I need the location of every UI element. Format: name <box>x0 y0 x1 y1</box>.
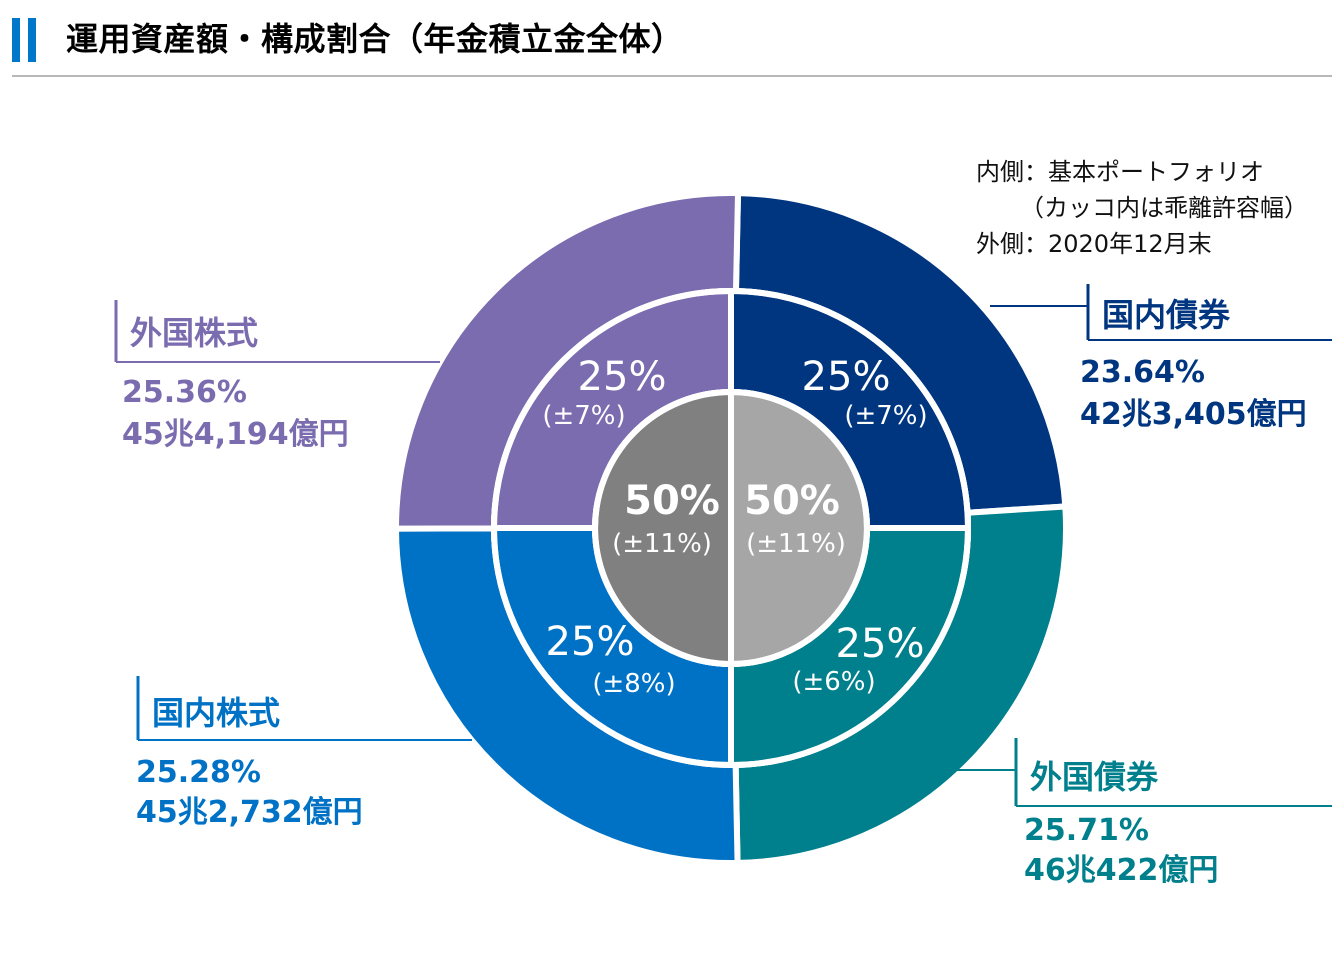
outer-label-name-foreign-stocks: 外国株式 <box>130 314 258 352</box>
inner-label-bonds-total: 50% <box>744 478 840 524</box>
middle-ring-label-domestic-stocks: 25% <box>546 619 635 665</box>
outer-label-percent-domestic-bonds: 23.64% <box>1080 355 1205 390</box>
inner-range-bonds-total: (±11%) <box>746 529 846 559</box>
outer-label-amount-foreign-bonds: 46兆422億円 <box>1024 853 1218 888</box>
middle-ring-range-foreign-stocks: (±7%) <box>542 401 625 431</box>
title-accent-bar <box>28 18 36 62</box>
page-title: 運用資産額・構成割合（年金積立金全体） <box>66 20 684 58</box>
middle-ring-range-domestic-stocks: (±8%) <box>592 669 675 699</box>
legend-note-inner: 内側：基本ポートフォリオ <box>976 158 1264 186</box>
middle-ring-range-foreign-bonds: (±6%) <box>792 667 875 697</box>
middle-ring-range-domestic-bonds: (±7%) <box>844 401 927 431</box>
middle-ring-label-domestic-bonds: 25% <box>802 354 891 400</box>
outer-label-amount-foreign-stocks: 45兆4,194億円 <box>122 417 349 452</box>
inner-range-stocks-total: (±11%) <box>612 529 712 559</box>
outer-label-amount-domestic-bonds: 42兆3,405億円 <box>1080 397 1307 432</box>
outer-label-percent-domestic-stocks: 25.28% <box>136 755 261 790</box>
outer-label-name-foreign-bonds: 外国債券 <box>1030 758 1159 796</box>
outer-label-percent-foreign-stocks: 25.36% <box>122 375 247 410</box>
outer-label-name-domestic-bonds: 国内債券 <box>1102 296 1231 334</box>
inner-label-stocks-total: 50% <box>624 478 720 524</box>
outer-label-amount-domestic-stocks: 45兆2,732億円 <box>136 795 363 830</box>
middle-ring-label-foreign-stocks: 25% <box>578 354 667 400</box>
legend-note-range: （カッコ内は乖離許容幅） <box>1020 194 1308 222</box>
outer-label-name-domestic-stocks: 国内株式 <box>152 694 280 732</box>
outer-label-percent-foreign-bonds: 25.71% <box>1024 813 1149 848</box>
legend-note-outer: 外側：2020年12月末 <box>976 230 1212 258</box>
middle-ring-label-foreign-bonds: 25% <box>836 621 925 667</box>
title-accent-bar <box>12 18 20 62</box>
header-divider <box>12 75 1332 77</box>
header: 運用資産額・構成割合（年金積立金全体） <box>0 0 1332 78</box>
